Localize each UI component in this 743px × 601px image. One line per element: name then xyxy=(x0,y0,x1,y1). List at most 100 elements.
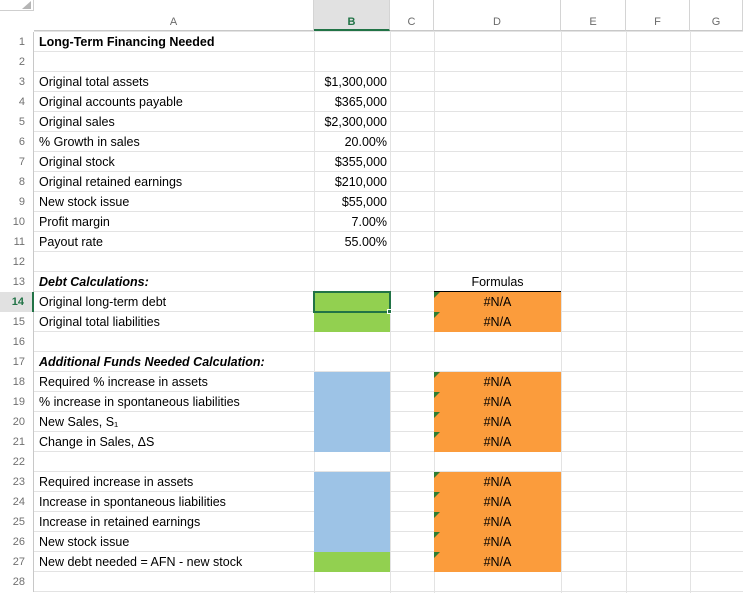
cell-d13-formulas-heading[interactable]: Formulas xyxy=(471,275,524,289)
error-indicator-icon[interactable] xyxy=(434,532,440,538)
error-indicator-icon[interactable] xyxy=(434,412,440,418)
row-header-27[interactable]: 27 xyxy=(0,552,34,572)
cell-a10[interactable]: Profit margin xyxy=(39,215,110,229)
row-header-4[interactable]: 4 xyxy=(0,92,34,112)
cell-d26-formula[interactable]: #N/A xyxy=(434,532,561,552)
column-header-a[interactable]: A xyxy=(34,0,314,31)
cell-a23[interactable]: Required increase in assets xyxy=(39,475,194,489)
row-header-5[interactable]: 5 xyxy=(0,112,34,132)
cell-b25-input[interactable] xyxy=(314,512,390,532)
row-header-1[interactable]: 1 xyxy=(0,32,34,52)
cell-d18-formula[interactable]: #N/A xyxy=(434,372,561,392)
cell-a20[interactable]: New Sales, S₁ xyxy=(39,415,119,429)
cell-b21-input[interactable] xyxy=(314,432,390,452)
row-header-15[interactable]: 15 xyxy=(0,312,34,332)
cell-b20-input[interactable] xyxy=(314,412,390,432)
cell-d23-formula[interactable]: #N/A xyxy=(434,472,561,492)
row-header-26[interactable]: 26 xyxy=(0,532,34,552)
row-header-21[interactable]: 21 xyxy=(0,432,34,452)
cell-a25[interactable]: Increase in retained earnings xyxy=(39,515,201,529)
cell-b3[interactable]: $1,300,000 xyxy=(324,75,387,89)
cell-a5[interactable]: Original sales xyxy=(39,115,115,129)
row-header-2[interactable]: 2 xyxy=(0,52,34,72)
row-header-17[interactable]: 17 xyxy=(0,352,34,372)
row-header-3[interactable]: 3 xyxy=(0,72,34,92)
cell-b5[interactable]: $2,300,000 xyxy=(324,115,387,129)
cell-d24-formula[interactable]: #N/A xyxy=(434,492,561,512)
cell-a27[interactable]: New debt needed = AFN - new stock xyxy=(39,555,243,569)
cell-a19[interactable]: % increase in spontaneous liabilities xyxy=(39,395,240,409)
row-header-16[interactable]: 16 xyxy=(0,332,34,352)
cell-d19-formula[interactable]: #N/A xyxy=(434,392,561,412)
error-indicator-icon[interactable] xyxy=(434,372,440,378)
cell-b10[interactable]: 7.00% xyxy=(351,215,387,229)
row-header-25[interactable]: 25 xyxy=(0,512,34,532)
row-header-8[interactable]: 8 xyxy=(0,172,34,192)
error-indicator-icon[interactable] xyxy=(434,492,440,498)
cell-b14-input[interactable] xyxy=(314,292,390,312)
cell-a15[interactable]: Original total liabilities xyxy=(39,315,160,329)
cell-a18[interactable]: Required % increase in assets xyxy=(39,375,208,389)
error-indicator-icon[interactable] xyxy=(434,512,440,518)
column-header-f[interactable]: F xyxy=(626,0,690,31)
cell-a3[interactable]: Original total assets xyxy=(39,75,149,89)
cell-b7[interactable]: $355,000 xyxy=(334,155,387,169)
cell-a7[interactable]: Original stock xyxy=(39,155,115,169)
row-header-12[interactable]: 12 xyxy=(0,252,34,272)
row-header-11[interactable]: 11 xyxy=(0,232,34,252)
cell-a13-debt-heading[interactable]: Debt Calculations: xyxy=(39,275,149,289)
row-header-13[interactable]: 13 xyxy=(0,272,34,292)
cell-a17-afn-heading[interactable]: Additional Funds Needed Calculation: xyxy=(39,355,265,369)
error-indicator-icon[interactable] xyxy=(434,552,440,558)
cell-a6[interactable]: % Growth in sales xyxy=(39,135,140,149)
select-all-corner[interactable] xyxy=(0,0,34,11)
cell-a21[interactable]: Change in Sales, ΔS xyxy=(39,435,155,449)
error-indicator-icon[interactable] xyxy=(434,312,440,318)
cell-b6[interactable]: 20.00% xyxy=(344,135,387,149)
error-indicator-icon[interactable] xyxy=(434,292,440,298)
cell-b4[interactable]: $365,000 xyxy=(334,95,387,109)
cell-a11[interactable]: Payout rate xyxy=(39,235,103,249)
error-indicator-icon[interactable] xyxy=(434,472,440,478)
row-header-22[interactable]: 22 xyxy=(0,452,34,472)
row-header-9[interactable]: 9 xyxy=(0,192,34,212)
cell-b23-input[interactable] xyxy=(314,472,390,492)
cell-b8[interactable]: $210,000 xyxy=(334,175,387,189)
row-header-28[interactable]: 28 xyxy=(0,572,34,592)
column-header-d[interactable]: D xyxy=(434,0,561,31)
cell-b11[interactable]: 55.00% xyxy=(344,235,387,249)
fill-handle[interactable] xyxy=(387,309,392,314)
row-header-23[interactable]: 23 xyxy=(0,472,34,492)
cell-d21-formula[interactable]: #N/A xyxy=(434,432,561,452)
cell-d14-formula[interactable]: #N/A xyxy=(434,292,561,312)
cell-a24[interactable]: Increase in spontaneous liabilities xyxy=(39,495,226,509)
cell-b9[interactable]: $55,000 xyxy=(341,195,387,209)
cell-b15-input[interactable] xyxy=(314,312,390,332)
row-header-14[interactable]: 14 xyxy=(0,292,34,312)
cell-a8[interactable]: Original retained earnings xyxy=(39,175,183,189)
cell-b27-input[interactable] xyxy=(314,552,390,572)
cell-d20-formula[interactable]: #N/A xyxy=(434,412,561,432)
cell-a1-title[interactable]: Long-Term Financing Needed xyxy=(39,35,215,49)
row-header-20[interactable]: 20 xyxy=(0,412,34,432)
row-header-19[interactable]: 19 xyxy=(0,392,34,412)
cell-b19-input[interactable] xyxy=(314,392,390,412)
cell-a4[interactable]: Original accounts payable xyxy=(39,95,183,109)
row-header-10[interactable]: 10 xyxy=(0,212,34,232)
column-header-c[interactable]: C xyxy=(390,0,434,31)
cell-b24-input[interactable] xyxy=(314,492,390,512)
row-header-18[interactable]: 18 xyxy=(0,372,34,392)
column-header-g[interactable]: G xyxy=(690,0,743,31)
error-indicator-icon[interactable] xyxy=(434,392,440,398)
cell-d27-formula[interactable]: #N/A xyxy=(434,552,561,572)
row-header-6[interactable]: 6 xyxy=(0,132,34,152)
cell-a14[interactable]: Original long-term debt xyxy=(39,295,167,309)
column-header-e[interactable]: E xyxy=(561,0,626,31)
cell-d25-formula[interactable]: #N/A xyxy=(434,512,561,532)
cell-b18-input[interactable] xyxy=(314,372,390,392)
error-indicator-icon[interactable] xyxy=(434,432,440,438)
cell-a9[interactable]: New stock issue xyxy=(39,195,130,209)
cell-b26-input[interactable] xyxy=(314,532,390,552)
column-header-b[interactable]: B xyxy=(314,0,390,31)
